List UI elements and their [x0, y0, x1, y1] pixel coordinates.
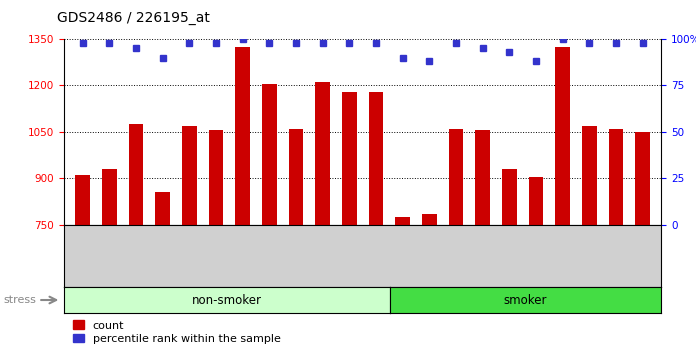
Bar — [102, 169, 117, 225]
Bar — [528, 177, 544, 225]
Bar — [635, 132, 650, 225]
Text: GDS2486 / 226195_at: GDS2486 / 226195_at — [57, 11, 210, 25]
Bar — [262, 84, 276, 225]
Bar — [449, 129, 464, 225]
Bar — [289, 129, 303, 225]
Bar — [235, 47, 250, 225]
Text: non-smoker: non-smoker — [192, 293, 262, 307]
Text: stress: stress — [3, 295, 36, 305]
Bar — [502, 169, 516, 225]
Bar — [182, 126, 197, 225]
Legend: count, percentile rank within the sample: count, percentile rank within the sample — [68, 316, 285, 348]
Bar — [209, 130, 223, 225]
Bar — [75, 175, 90, 225]
Bar — [608, 129, 623, 225]
Bar — [422, 214, 436, 225]
Bar — [369, 92, 383, 225]
Bar — [342, 92, 356, 225]
Bar — [555, 47, 570, 225]
Bar — [315, 82, 330, 225]
Bar — [155, 192, 170, 225]
Bar — [582, 126, 596, 225]
Bar — [129, 124, 143, 225]
Bar — [395, 217, 410, 225]
Bar — [475, 130, 490, 225]
Text: smoker: smoker — [504, 293, 547, 307]
